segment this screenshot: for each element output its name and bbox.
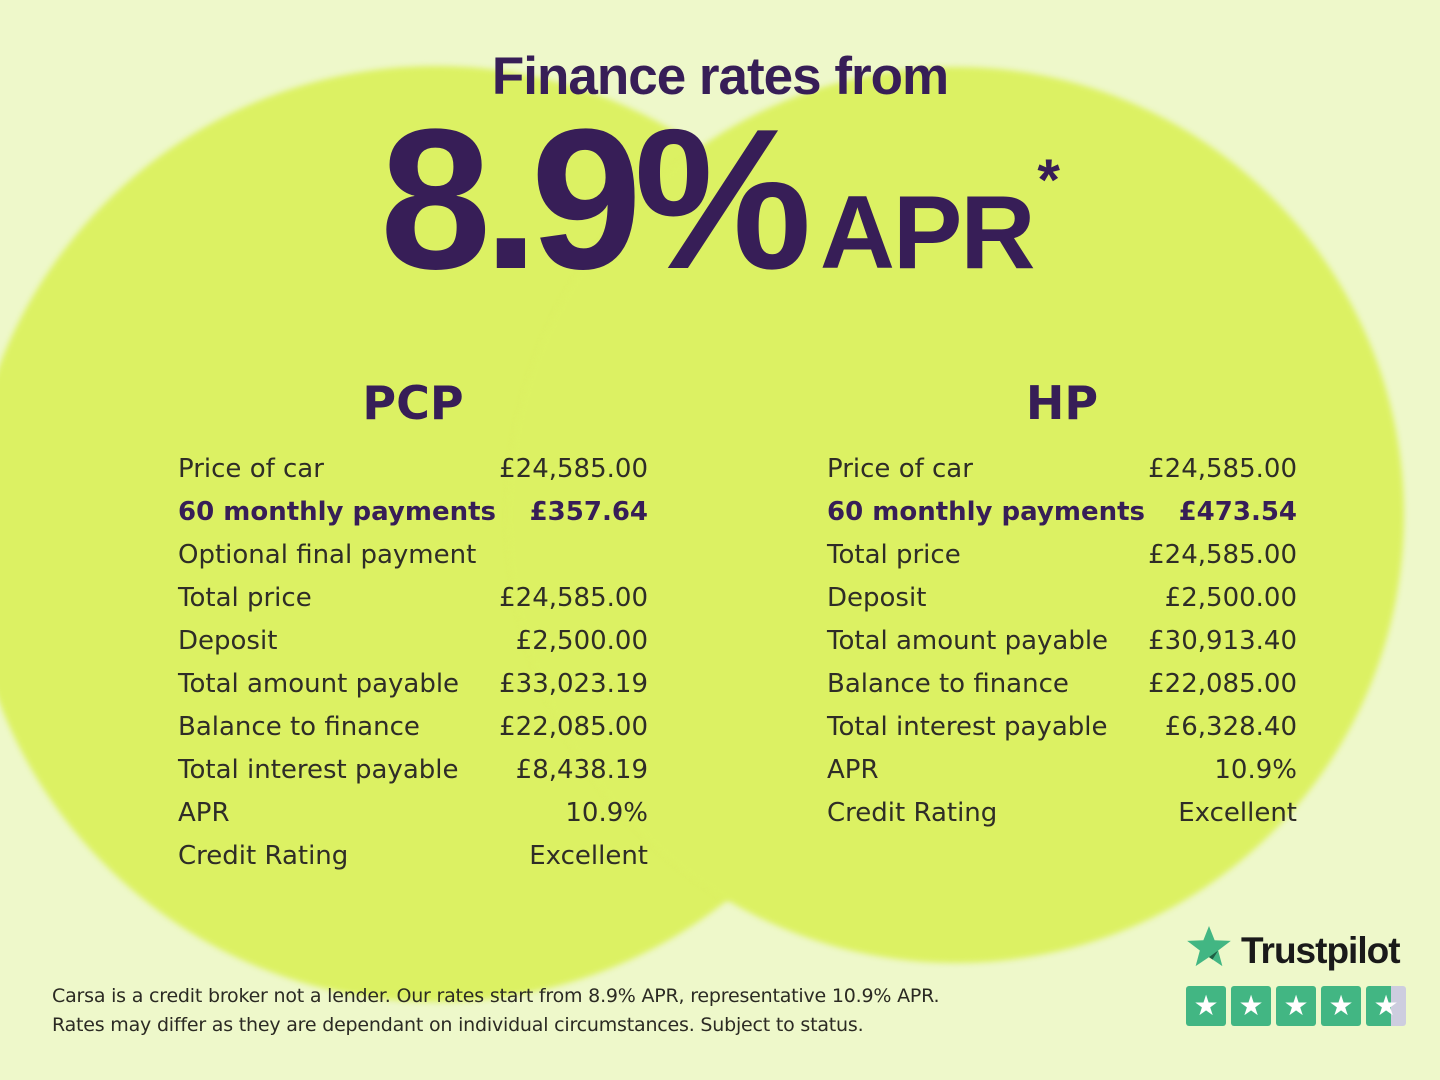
hp-rows: Price of car £24,585.00 60 monthly payme…: [827, 454, 1297, 841]
trustpilot-star: ★: [1231, 986, 1271, 1026]
row-label: Total price: [827, 540, 961, 570]
table-row: Total interest payable £8,438.19: [178, 755, 648, 798]
trustpilot-star-icon: [1186, 926, 1232, 975]
table-row: Total amount payable £30,913.40: [827, 626, 1297, 669]
table-row: Price of car £24,585.00: [178, 454, 648, 497]
table-row: APR 10.9%: [178, 798, 648, 841]
trustpilot-logo: Trustpilot: [1186, 926, 1406, 975]
row-label: Optional final payment: [178, 540, 477, 570]
row-value: £6,328.40: [1164, 712, 1297, 742]
trustpilot-star: ★: [1321, 986, 1361, 1026]
pcp-table-title: PCP: [362, 376, 464, 430]
table-row: APR 10.9%: [827, 755, 1297, 798]
row-value: £473.54: [1178, 497, 1297, 527]
row-value: £2,500.00: [515, 626, 648, 656]
trustpilot-half-star: ★: [1366, 986, 1406, 1026]
row-label: 60 monthly payments: [178, 497, 496, 527]
row-value: 10.9%: [565, 798, 648, 828]
headline: Finance rates from: [491, 47, 949, 106]
table-row: Total interest payable £6,328.40: [827, 712, 1297, 755]
table-row: Price of car £24,585.00: [827, 454, 1297, 497]
row-value: £2,500.00: [1164, 583, 1297, 613]
row-value: £24,585.00: [1148, 540, 1297, 570]
rate-headline: 8.9% APR *: [0, 100, 1440, 300]
trustpilot-rating: ★ ★ ★ ★ ★: [1186, 986, 1406, 1026]
disclaimer-line-2: Rates may differ as they are dependant o…: [52, 1014, 864, 1036]
rate-unit: APR: [819, 175, 1036, 291]
row-label: APR: [178, 798, 230, 828]
row-value: £22,085.00: [1148, 669, 1297, 699]
row-label: Deposit: [827, 583, 927, 613]
row-label: Total amount payable: [178, 669, 460, 699]
row-value: £24,585.00: [1148, 454, 1297, 484]
row-value: 10.9%: [1214, 755, 1297, 785]
row-label: Credit Rating: [178, 841, 349, 871]
row-label: Total interest payable: [178, 755, 459, 785]
table-row: 60 monthly payments £473.54: [827, 497, 1297, 540]
row-value: £357.64: [529, 497, 648, 527]
table-row: Credit Rating Excellent: [827, 798, 1297, 841]
trustpilot-star: ★: [1276, 986, 1316, 1026]
row-label: Balance to finance: [178, 712, 420, 742]
row-label: Total interest payable: [827, 712, 1108, 742]
row-label: 60 monthly payments: [827, 497, 1145, 527]
row-label: Price of car: [827, 454, 973, 484]
row-value: £8,438.19: [515, 755, 648, 785]
lime-circle-right: [508, 67, 1404, 963]
trustpilot-wordmark: Trustpilot: [1241, 929, 1401, 971]
trustpilot-star: ★: [1186, 986, 1226, 1026]
table-row: Credit Rating Excellent: [178, 841, 648, 884]
row-value: £24,585.00: [499, 583, 648, 613]
table-row: 60 monthly payments £357.64: [178, 497, 648, 540]
row-label: Balance to finance: [827, 669, 1069, 699]
table-row: Balance to finance £22,085.00: [827, 669, 1297, 712]
table-row: Balance to finance £22,085.00: [178, 712, 648, 755]
row-value: £33,023.19: [499, 669, 648, 699]
rate-value: 8.9%: [379, 88, 812, 311]
row-value: Excellent: [1178, 798, 1297, 828]
row-label: APR: [827, 755, 879, 785]
pcp-table: PCP Price of car £24,585.00 60 monthly p…: [178, 380, 648, 884]
row-value: £22,085.00: [499, 712, 648, 742]
disclaimer: Carsa is a credit broker not a lender. O…: [52, 982, 939, 1040]
disclaimer-line-1: Carsa is a credit broker not a lender. O…: [52, 985, 940, 1007]
table-row: Deposit £2,500.00: [178, 626, 648, 669]
pcp-rows: Price of car £24,585.00 60 monthly payme…: [178, 454, 648, 884]
row-label: Deposit: [178, 626, 278, 656]
row-label: Price of car: [178, 454, 324, 484]
hp-table: HP Price of car £24,585.00 60 monthly pa…: [827, 380, 1297, 841]
row-label: Total price: [178, 583, 312, 613]
table-row: Total price £24,585.00: [178, 583, 648, 626]
row-label: Credit Rating: [827, 798, 998, 828]
row-value: Excellent: [529, 841, 648, 871]
rate-asterisk: *: [1037, 148, 1060, 213]
row-value: £30,913.40: [1148, 626, 1297, 656]
table-row: Optional final payment: [178, 540, 648, 583]
table-row: Total price £24,585.00: [827, 540, 1297, 583]
row-label: Total amount payable: [827, 626, 1109, 656]
hp-table-title: HP: [1025, 376, 1099, 430]
row-value: £24,585.00: [499, 454, 648, 484]
table-row: Total amount payable £33,023.19: [178, 669, 648, 712]
table-row: Deposit £2,500.00: [827, 583, 1297, 626]
trustpilot-block: Trustpilot ★ ★ ★ ★ ★: [1186, 926, 1406, 1026]
